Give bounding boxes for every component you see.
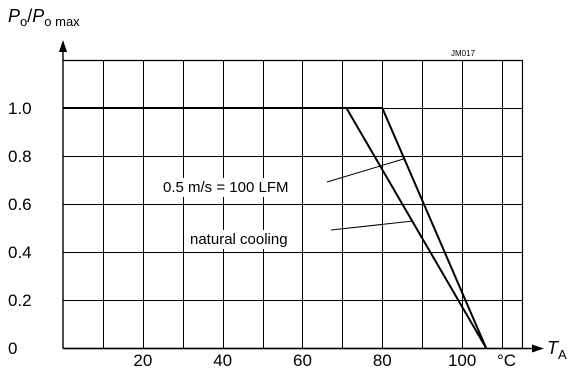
y-axis-symbol-pmax: P [32,6,44,26]
annotation-label-1: 0.5 m/s = 100 LFM [163,179,288,196]
y-tick-label: 0 [8,339,17,358]
annotation-leader-1 [326,158,405,183]
annotation-bg-2 [187,230,291,249]
figure-code: JM017 [451,49,476,58]
x-axis-symbol-t: T [547,338,560,358]
x-axis-unit: °C [497,351,516,370]
x-axis-arrow [532,344,544,353]
x-tick-label: 40 [213,351,232,370]
x-tick-label: 60 [293,351,312,370]
y-axis-slash: / [27,6,32,26]
y-axis-sub-omax: o max [44,14,80,29]
annotation-leader-2 [330,220,413,231]
x-axis-title: TA [547,338,567,362]
y-axis-title: Po/Po max [8,6,80,29]
x-tick-label: 20 [133,351,152,370]
y-tick-label: 0.4 [8,243,32,262]
x-tick-label: 80 [373,351,392,370]
x-axis-sub-a: A [558,347,567,362]
annotation-label-2: natural cooling [190,231,288,248]
y-tick-label: 1.0 [8,99,32,118]
y-tick-label: 0.6 [8,195,32,214]
series-line-2 [63,107,487,349]
x-tick-label: 100 [448,351,476,370]
annotation-bg-1 [160,178,292,197]
series-lines [63,107,488,349]
grid [63,60,522,348]
annotations: 0.5 m/s = 100 LFM natural cooling [160,158,413,249]
y-tick-label: 0.8 [8,147,32,166]
y-axis-arrow [59,40,67,52]
y-axis-symbol-p: P [8,6,20,26]
y-axis-sub-o: o [20,14,27,29]
axes: 0 0.2 0.4 0.6 0.8 1.0 20 40 60 80 100 [8,40,544,370]
y-tick-label: 0.2 [8,291,32,310]
